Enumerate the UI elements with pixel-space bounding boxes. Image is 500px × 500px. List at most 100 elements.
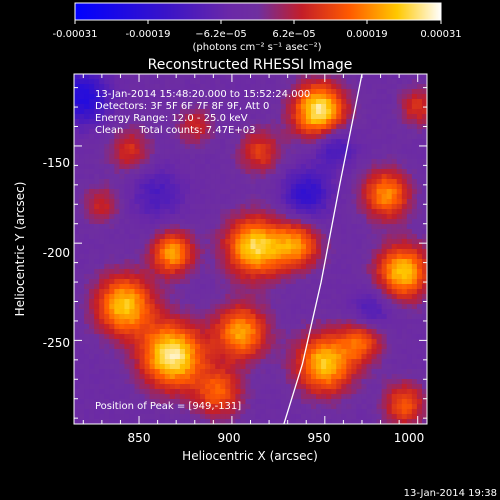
heatmap-cell (245, 379, 252, 385)
heatmap-cell (225, 349, 231, 355)
heatmap-cell (255, 414, 262, 420)
heatmap-cell (240, 414, 247, 420)
heatmap-cell (159, 339, 166, 345)
heatmap-cell (109, 374, 115, 380)
heatmap-cell (134, 234, 141, 240)
heatmap-cell (220, 154, 226, 160)
heatmap-cell (149, 194, 156, 200)
heatmap-cell (401, 359, 408, 365)
heatmap-cell (144, 299, 151, 305)
heatmap-cell (179, 254, 186, 260)
heatmap-cell (205, 289, 211, 295)
heatmap-cell (371, 89, 378, 95)
heatmap-cell (195, 149, 201, 155)
heatmap-cell (406, 159, 413, 165)
heatmap-cell (89, 214, 95, 220)
heatmap-cell (144, 174, 151, 180)
heatmap-cell (84, 279, 90, 285)
heatmap-cell (179, 189, 186, 195)
heatmap-cell (164, 174, 171, 180)
heatmap-cell (124, 239, 131, 245)
heatmap-cell (371, 204, 378, 210)
heatmap-cell (205, 379, 211, 385)
heatmap-cell (300, 414, 307, 420)
heatmap-cell (300, 204, 307, 210)
heatmap-cell (144, 259, 151, 265)
heatmap-cell (94, 234, 100, 240)
heatmap-cell (240, 184, 247, 190)
heatmap-cell (159, 174, 166, 180)
heatmap-cell (114, 99, 120, 105)
heatmap-cell (336, 79, 342, 85)
heatmap-cell (129, 219, 136, 225)
heatmap-cell (200, 269, 206, 275)
heatmap-cell (295, 109, 302, 115)
heatmap-cell (300, 394, 307, 400)
heatmap-cell (421, 289, 427, 295)
heatmap-cell (144, 354, 151, 360)
heatmap-cell (421, 384, 427, 390)
heatmap-cell (331, 199, 337, 205)
heatmap-cell (99, 254, 105, 260)
heatmap-cell (84, 399, 90, 405)
heatmap-cell (104, 129, 110, 135)
heatmap-cell (149, 404, 156, 410)
heatmap-cell (285, 139, 292, 145)
heatmap-cell (79, 414, 85, 420)
heatmap-cell (220, 164, 226, 170)
heatmap-cell (260, 309, 267, 315)
heatmap-cell (154, 89, 161, 95)
heatmap-cell (366, 194, 373, 200)
heatmap-cell (300, 364, 307, 370)
heatmap-cell (220, 139, 226, 145)
heatmap-cell (411, 289, 418, 295)
heatmap-cell (119, 124, 126, 130)
heatmap-cell (159, 274, 166, 280)
heatmap-cell (411, 304, 418, 310)
heatmap-cell (104, 104, 110, 110)
heatmap-cell (159, 289, 166, 295)
heatmap-cell (285, 189, 292, 195)
heatmap-cell (346, 284, 352, 290)
heatmap-cell (285, 124, 292, 130)
heatmap-cell (109, 164, 115, 170)
heatmap-cell (230, 349, 236, 355)
heatmap-cell (220, 79, 226, 85)
heatmap-cell (376, 99, 383, 105)
heatmap-cell (159, 239, 166, 245)
heatmap-cell (79, 369, 85, 375)
heatmap-cell (416, 144, 423, 150)
heatmap-cell (331, 174, 337, 180)
heatmap-cell (225, 379, 231, 385)
heatmap-cell (300, 419, 307, 424)
heatmap-cell (164, 194, 171, 200)
heatmap-cell (210, 349, 216, 355)
heatmap-cell (381, 129, 388, 135)
heatmap-cell (346, 124, 352, 130)
heatmap-cell (331, 404, 337, 410)
heatmap-cell (371, 384, 378, 390)
heatmap-cell (144, 129, 151, 135)
heatmap-cell (250, 319, 257, 325)
heatmap-cell (169, 309, 176, 315)
heatmap-cell (270, 259, 277, 265)
heatmap-cell (341, 379, 347, 385)
heatmap-cell (381, 229, 388, 235)
heatmap-cell (401, 389, 408, 395)
heatmap-cell (386, 379, 393, 385)
heatmap-cell (356, 319, 363, 325)
heatmap-cell (79, 399, 85, 405)
heatmap-cell (255, 184, 262, 190)
heatmap-cell (174, 149, 181, 155)
heatmap-cell (189, 119, 196, 125)
heatmap-cell (144, 234, 151, 240)
heatmap-cell (189, 229, 196, 235)
heatmap-cell (275, 394, 282, 400)
heatmap-cell (265, 329, 272, 335)
heatmap-cell (356, 269, 363, 275)
heatmap-cell (351, 199, 357, 205)
heatmap-cell (159, 349, 166, 355)
heatmap-cell (250, 89, 257, 95)
heatmap-cell (270, 219, 277, 225)
heatmap-cell (235, 154, 242, 160)
